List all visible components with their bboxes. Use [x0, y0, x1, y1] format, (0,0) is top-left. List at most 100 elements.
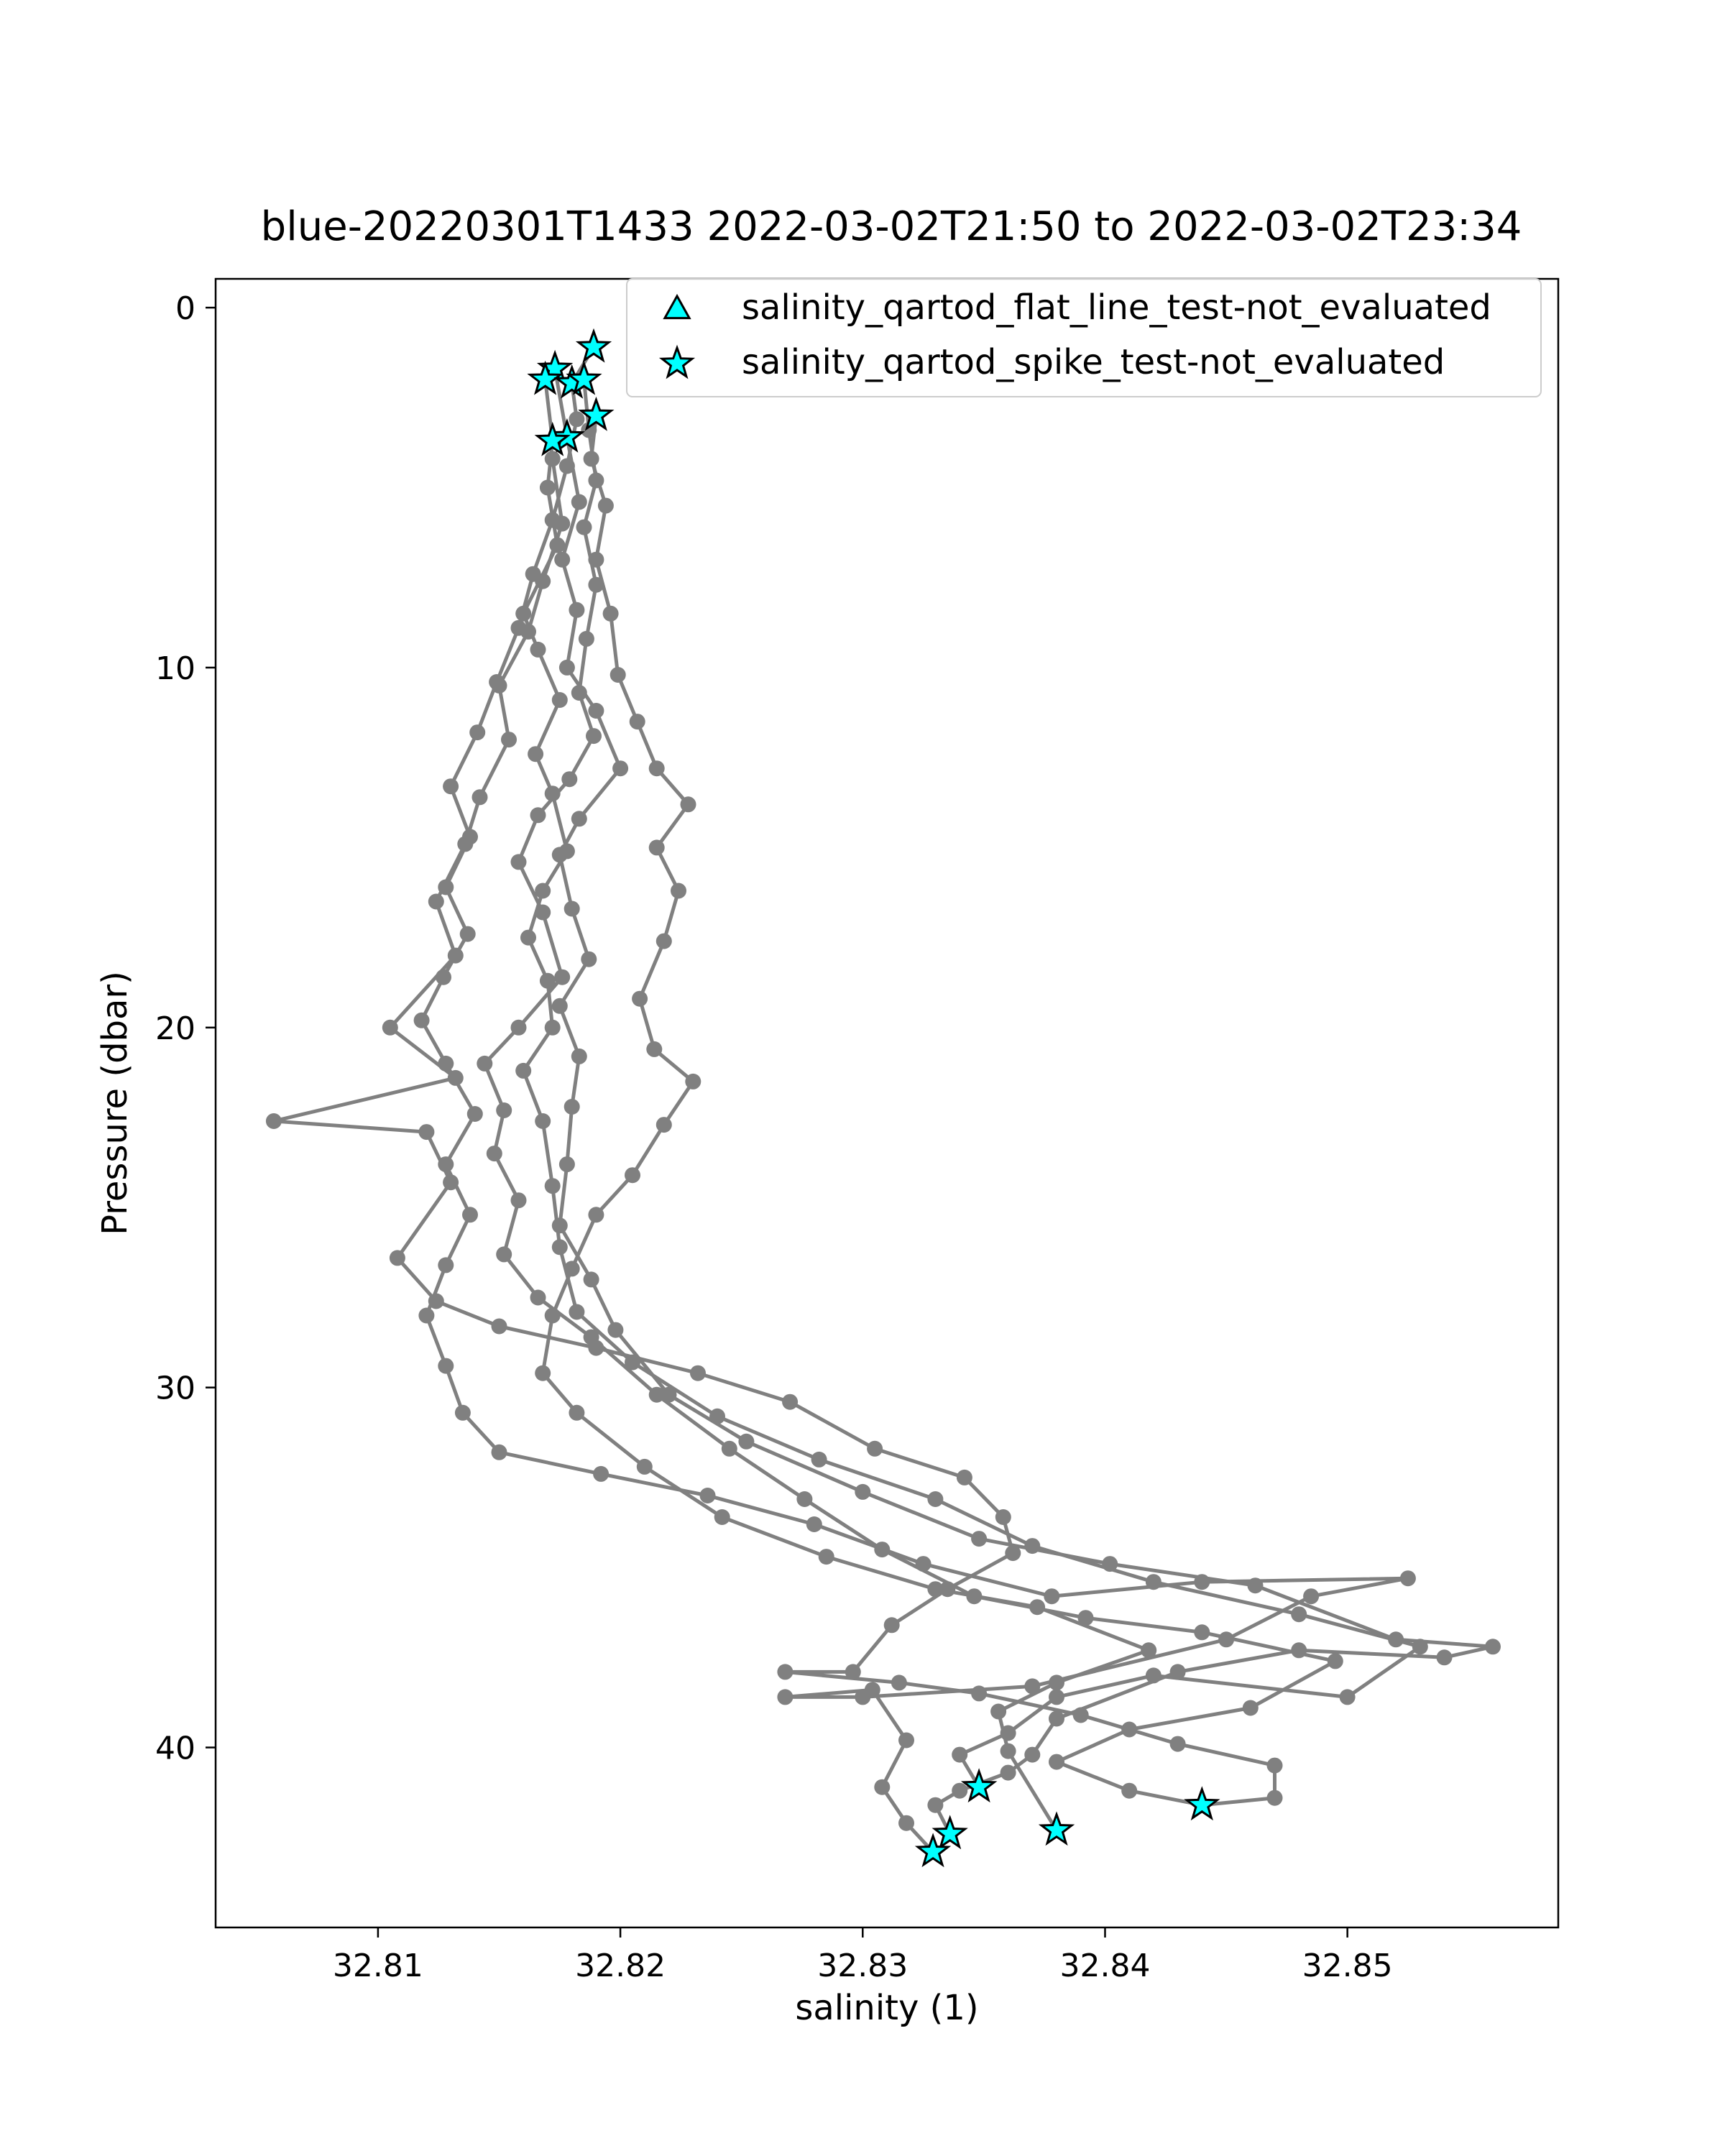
profile-point	[491, 1318, 507, 1335]
profile-point	[721, 1440, 737, 1457]
profile-point	[486, 1146, 502, 1162]
spike-flag-marker	[932, 1815, 968, 1850]
profile-point	[612, 760, 629, 777]
profile-point	[530, 641, 546, 658]
profile-point	[438, 1257, 454, 1273]
profile-point	[581, 951, 597, 967]
spike-flag-marker	[960, 1768, 998, 1803]
profile-point	[1327, 1653, 1343, 1669]
profile-point	[1077, 1610, 1094, 1626]
profile-point	[551, 847, 568, 863]
profile-point	[1141, 1642, 1157, 1659]
profile-point	[1024, 1746, 1041, 1763]
y-axis-label: Pressure (dbar)	[95, 971, 135, 1235]
profile-3	[535, 407, 1157, 1838]
chart-title: blue-20220301T1433 2022-03-02T21:50 to 2…	[261, 203, 1522, 250]
profile-point	[625, 1167, 640, 1184]
profile-point	[551, 1217, 568, 1234]
profile-point	[1000, 1743, 1016, 1759]
profile-point	[632, 990, 648, 1007]
profile-point	[588, 1207, 604, 1223]
profile-point	[569, 1404, 585, 1421]
profile-point	[1072, 1707, 1089, 1723]
profile-point	[535, 883, 551, 899]
profile-point	[520, 929, 536, 946]
profile-point	[515, 1062, 532, 1079]
profile-point	[671, 883, 686, 899]
profile-point	[1029, 1599, 1046, 1616]
series-spike-test-flags	[527, 328, 1220, 1868]
profile-point	[806, 1516, 822, 1532]
profile-point	[535, 573, 551, 589]
profile-point	[1266, 1789, 1283, 1806]
profile-point	[855, 1483, 871, 1500]
legend-label-spike: salinity_qartod_spike_test-not_evaluated	[742, 342, 1445, 382]
profile-point	[491, 1444, 507, 1460]
profile-point	[588, 1340, 604, 1356]
profile-point	[1049, 1710, 1064, 1727]
y-tick-label: 10	[155, 650, 196, 687]
legend-frame	[626, 278, 1542, 397]
profile-point	[898, 1732, 914, 1749]
profile-point	[496, 1246, 512, 1263]
spike-flag-marker	[578, 396, 615, 431]
profile-point	[995, 1509, 1011, 1525]
profile-point	[578, 630, 594, 647]
profile-point	[583, 451, 599, 467]
profile-point	[656, 1117, 672, 1133]
profile-point	[554, 551, 571, 568]
profile-point	[454, 1404, 471, 1421]
profile-point	[418, 1124, 435, 1141]
legend-triangle-marker	[663, 293, 691, 320]
profile-point	[569, 602, 585, 618]
x-tick-label: 32.82	[575, 1948, 666, 1984]
x-tick-label: 32.81	[333, 1948, 423, 1984]
profile-point	[583, 1271, 599, 1288]
profile-point	[1102, 1556, 1118, 1572]
profile-point	[554, 969, 571, 985]
y-tick-label: 20	[155, 1010, 196, 1047]
profile-point	[554, 515, 571, 532]
profile-point	[1266, 1757, 1283, 1774]
profile-point	[571, 1048, 587, 1064]
profile-point	[777, 1664, 794, 1680]
profile-point	[777, 1689, 794, 1705]
profile-point	[539, 972, 556, 989]
profile-point	[898, 1815, 914, 1831]
profile-point	[544, 1178, 561, 1194]
profile-point	[447, 947, 464, 964]
profile-point	[544, 1019, 561, 1036]
profile-point	[491, 678, 507, 694]
profile-point	[443, 778, 459, 795]
legend-label-flat-line: salinity_qartod_flat_line_test-not_evalu…	[742, 287, 1491, 328]
profile-point	[636, 1458, 653, 1475]
x-tick-label: 32.84	[1059, 1948, 1150, 1984]
profile-point	[593, 1465, 610, 1482]
profile-point	[690, 1365, 706, 1381]
profile-line	[482, 379, 1338, 1807]
profile-point	[544, 451, 561, 467]
profile-point	[1436, 1649, 1453, 1666]
profile-point	[738, 1433, 755, 1450]
profile-point	[867, 1440, 883, 1457]
profile-point	[971, 1531, 988, 1547]
profile-point	[874, 1779, 891, 1795]
profile-point	[818, 1549, 834, 1565]
profile-point	[602, 605, 619, 622]
profile-point	[883, 1617, 900, 1634]
profile-point	[462, 1207, 478, 1223]
profile-point	[443, 1174, 459, 1191]
profile-point	[413, 1012, 430, 1028]
profile-point	[1399, 1570, 1416, 1587]
profile-point	[576, 519, 592, 535]
profile-point	[564, 1261, 580, 1277]
profile-point	[1169, 1664, 1186, 1680]
profile-point	[952, 1782, 968, 1799]
profile-point	[646, 1041, 663, 1057]
profile-point	[1388, 1631, 1404, 1648]
profile-point	[597, 497, 614, 514]
profile-point	[1121, 1782, 1138, 1799]
profile-point	[699, 1488, 716, 1503]
profile-point	[1024, 1678, 1041, 1695]
spike-flag-marker	[534, 421, 571, 456]
